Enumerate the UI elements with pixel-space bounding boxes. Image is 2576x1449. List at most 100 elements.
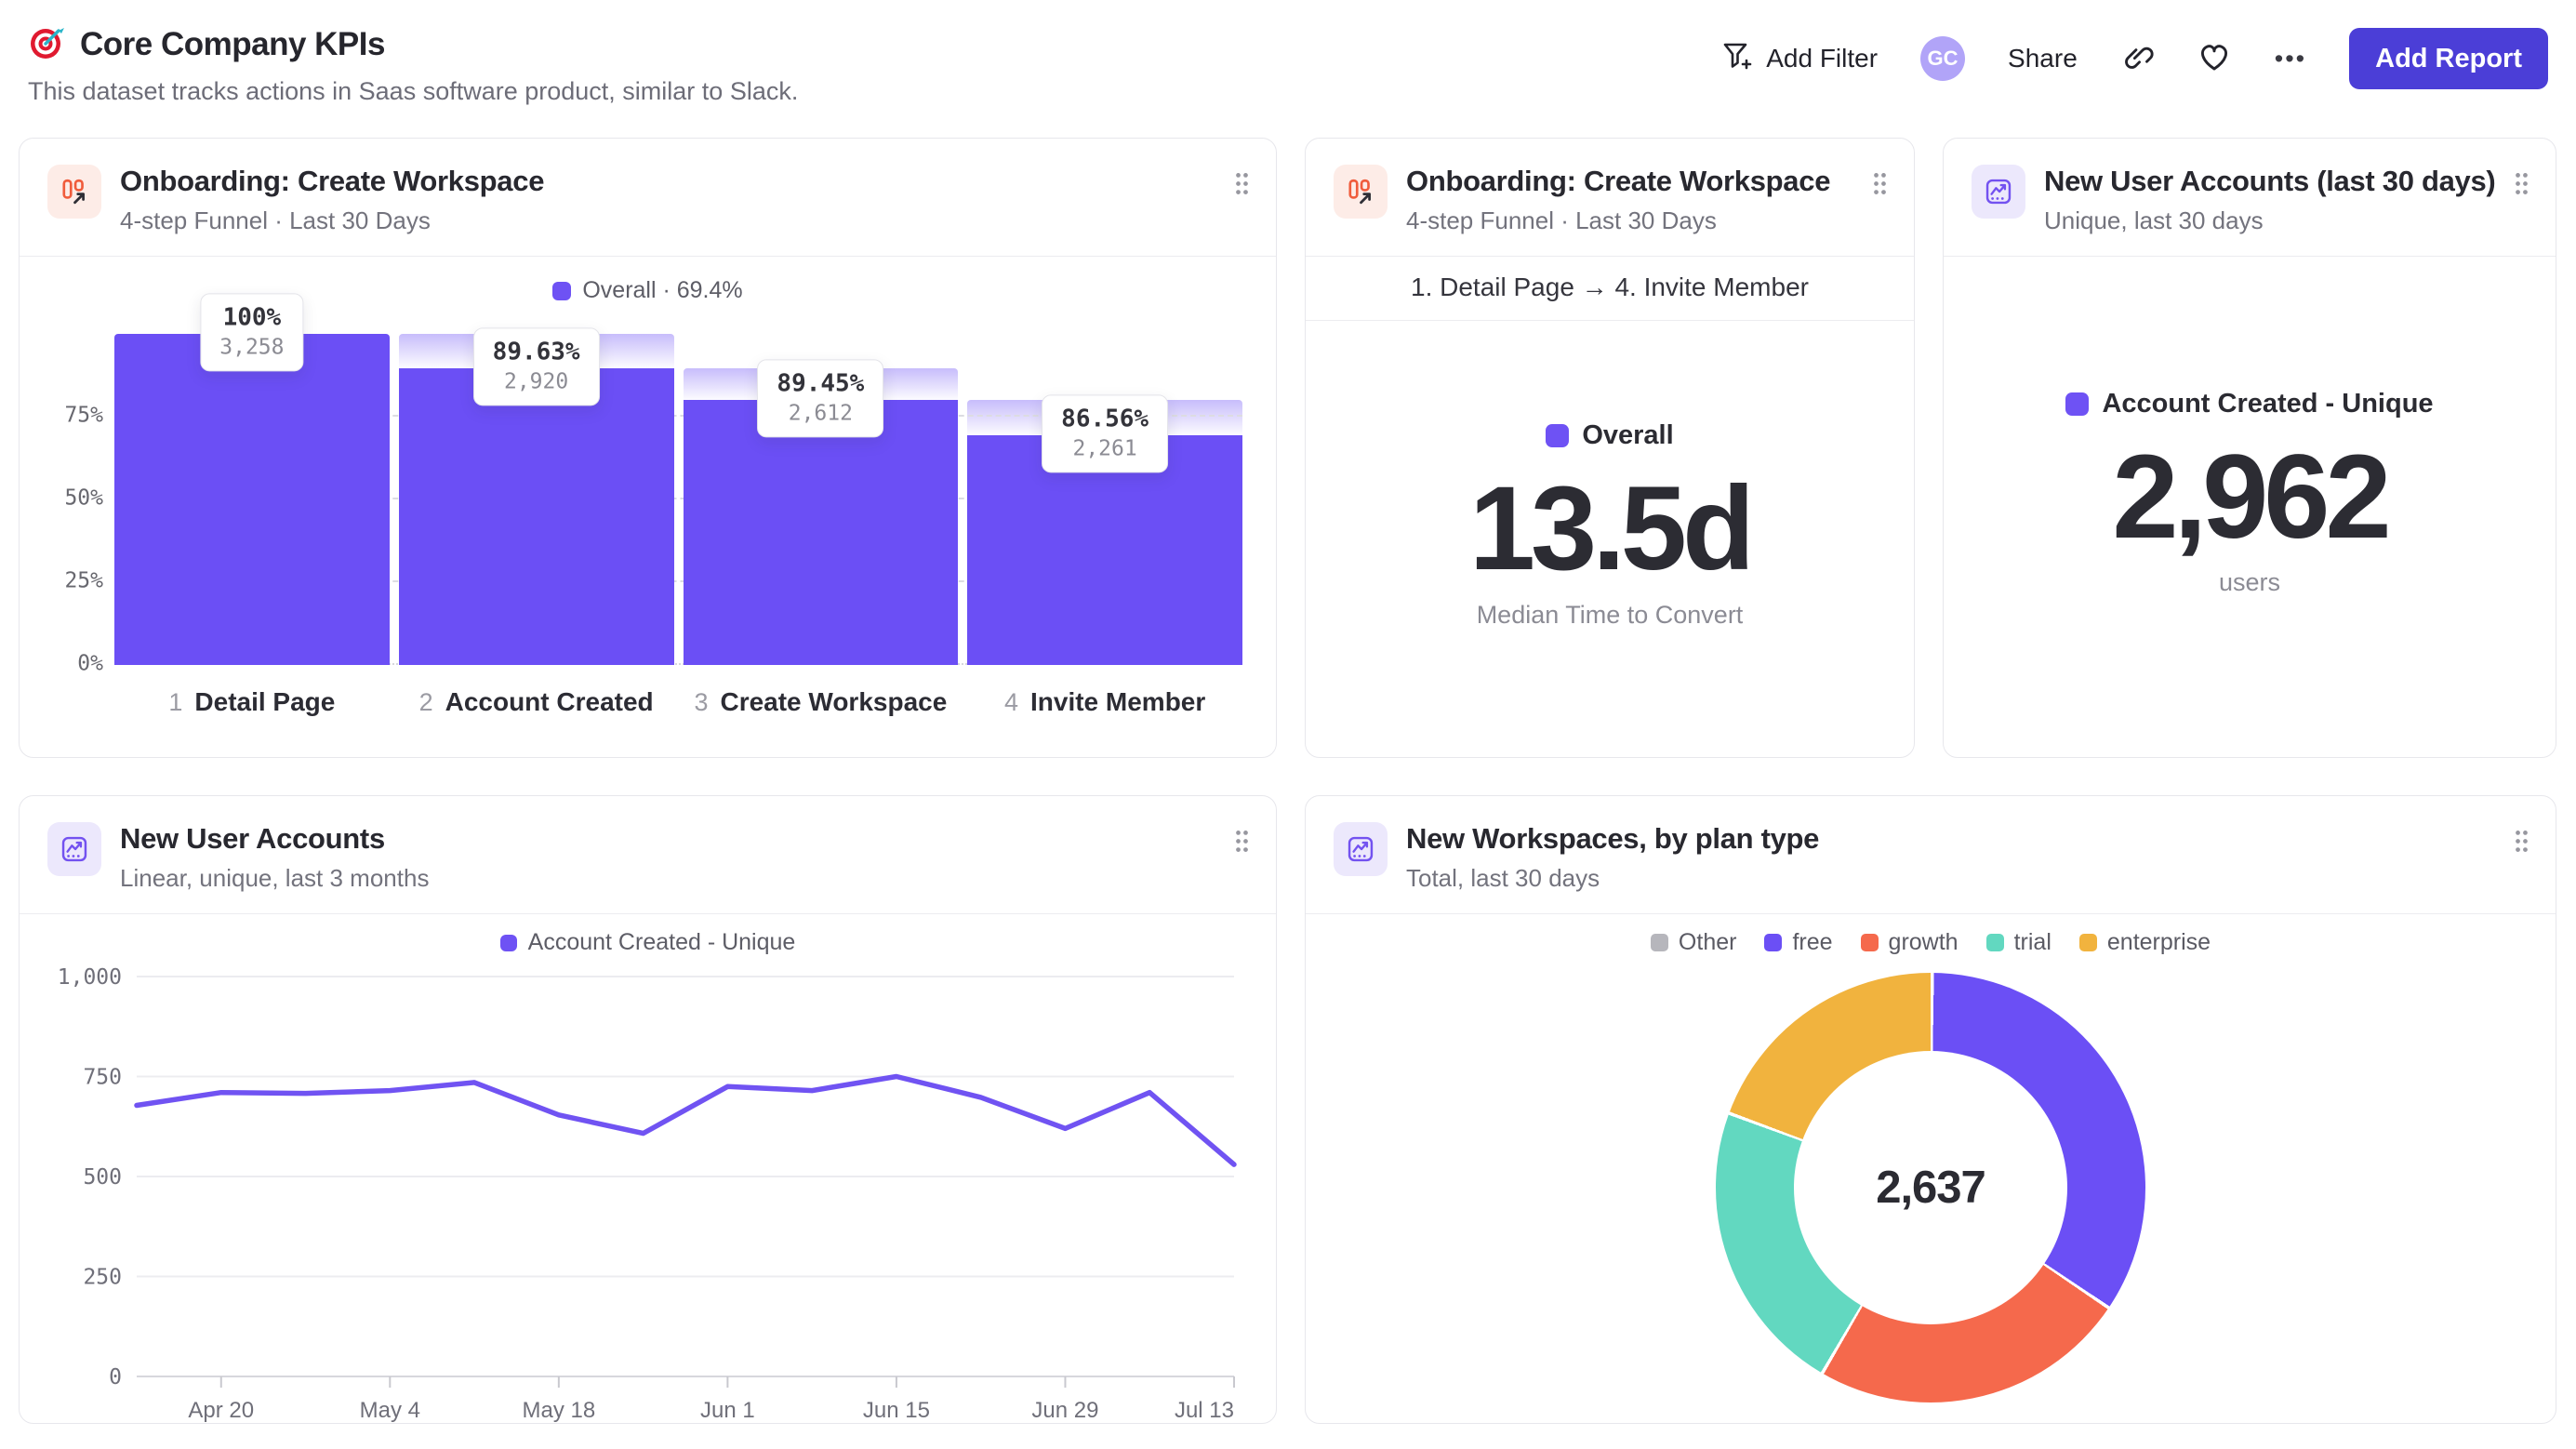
donut-legend-item-free[interactable]: free <box>1764 929 1833 956</box>
funnel-tooltip: 89.63% 2,920 <box>472 327 600 406</box>
heart-icon <box>2197 39 2232 79</box>
funnel-gridline: 50% <box>64 486 1242 511</box>
funnel-bar[interactable] <box>683 399 959 665</box>
line-chart[interactable]: 0 250 500 750 1,000 Apr 20 May 4 May 18 Jun 1 Jun… <box>47 960 1247 1425</box>
line-x-tick-label: Jun 29 <box>1031 1398 1098 1423</box>
donut-chart[interactable]: 2,637 <box>1716 973 2145 1402</box>
funnel-bar-step-4[interactable]: 86.56% 2,261 <box>967 334 1242 665</box>
funnel-tooltip: 89.45% 2,612 <box>757 358 884 437</box>
funnel-step-label: 1 Detail Page <box>114 687 390 717</box>
legend-swatch <box>1985 934 2004 951</box>
median-time-caption: Median Time to Convert <box>1476 600 1744 629</box>
header-actions: Add Filter GC Share ••• Add Report <box>1721 28 2548 89</box>
line-series <box>134 1073 1237 1167</box>
drag-handle-icon[interactable] <box>1234 172 1250 200</box>
dashboard-bottom-row: New User Accounts Linear, unique, last 3… <box>0 795 2576 1424</box>
card-subtitle: Linear, unique, last 3 months <box>120 864 430 892</box>
card-new-user-accounts-line: New User Accounts Linear, unique, last 3… <box>19 795 1277 1424</box>
line-chart-icon <box>47 822 101 876</box>
share-button[interactable]: Share <box>2008 44 2078 73</box>
card-title: New Workspaces, by plan type <box>1406 822 1820 855</box>
funnel-gridline: 0% <box>77 652 1242 676</box>
legend-swatch <box>552 281 572 300</box>
card-subtitle: 4-step Funnel · Last 30 Days <box>1406 206 1717 234</box>
donut-total-value: 2,637 <box>1876 1163 1986 1213</box>
page-title: Core Company KPIs <box>80 25 385 62</box>
step-number: 4 <box>1003 688 1018 716</box>
funnel-step-range: 1. Detail Page → 4. Invite Member <box>1306 257 1914 321</box>
legend-swatch <box>1546 424 1570 448</box>
funnel-step-label: 4 Invite Member <box>967 687 1242 717</box>
funnel-y-tick-label: 0% <box>77 651 103 676</box>
line-y-tick-label: 1,000 <box>58 965 122 990</box>
card-subtitle: Unique, last 30 days <box>2044 206 2264 234</box>
legend-swatch <box>2078 934 2097 951</box>
copy-link-button[interactable] <box>2120 39 2154 79</box>
legend-swatch <box>1764 934 1783 951</box>
card-new-workspaces-donut: New Workspaces, by plan type Total, last… <box>1305 795 2556 1424</box>
funnel-conversion-pct: 89.63% <box>492 338 580 366</box>
avatar[interactable]: GC <box>1920 36 1966 81</box>
funnel-bar-step-1[interactable]: 100% 3,258 <box>114 293 390 665</box>
legend-swatch <box>2065 392 2090 416</box>
funnel-y-tick-label: 25% <box>64 568 103 593</box>
unique-users-caption: users <box>2218 568 2281 597</box>
funnel-count: 2,261 <box>1072 436 1137 461</box>
donut-legend: Other free growth trial enterprise <box>1650 929 2211 956</box>
drag-handle-icon[interactable] <box>2514 172 2530 200</box>
line-chart-icon <box>1972 165 2025 219</box>
drag-handle-icon[interactable] <box>2514 830 2530 857</box>
donut-legend-item-growth[interactable]: growth <box>1860 929 1959 956</box>
funnel-bar-step-3[interactable]: 89.45% 2,612 <box>683 334 959 665</box>
dashboard-header: Core Company KPIs This dataset tracks ac… <box>0 0 2576 106</box>
donut-hole: 2,637 <box>1794 1051 2067 1324</box>
card-median-time-to-convert: Onboarding: Create Workspace 4-step Funn… <box>1305 138 1915 758</box>
overall-legend: Overall <box>1546 420 1674 451</box>
funnel-step-label: 3 Create Workspace <box>684 687 959 717</box>
funnel-chart-icon <box>1334 165 1388 219</box>
legend-label: Other <box>1678 929 1737 955</box>
line-x-tick-label: Jul 13 <box>1175 1398 1234 1423</box>
step-name: Create Workspace <box>720 687 948 716</box>
drag-handle-icon[interactable] <box>1234 830 1250 857</box>
funnel-x-labels: 1 Detail Page 2 Account Created 3 Create Work… <box>114 687 1242 717</box>
line-x-tick-label: Apr 20 <box>188 1398 254 1423</box>
line-x-tick-label: May 18 <box>522 1398 595 1423</box>
funnel-bar-step-2[interactable]: 89.63% 2,920 <box>398 327 674 665</box>
card-subtitle: Total, last 30 days <box>1406 864 1600 892</box>
favorite-button[interactable] <box>2197 39 2232 79</box>
metric-legend: Account Created - Unique <box>2065 389 2434 419</box>
card-new-user-accounts-30d: New User Accounts (last 30 days) Unique,… <box>1943 138 2556 758</box>
add-filter-button[interactable]: Add Filter <box>1721 40 1878 78</box>
legend-label: trial <box>2013 929 2052 955</box>
funnel-bar[interactable] <box>967 434 1242 665</box>
funnel-gridline: 75% <box>64 404 1242 428</box>
step-name: Detail Page <box>194 687 336 716</box>
funnel-bar[interactable] <box>398 367 674 665</box>
card-subtitle: 4-step Funnel · Last 30 Days <box>120 206 431 234</box>
filter-plus-icon <box>1721 40 1755 78</box>
median-time-value: 13.5d <box>1468 462 1755 596</box>
funnel-conversion-pct: 89.45% <box>777 368 865 397</box>
add-report-button[interactable]: Add Report <box>2349 28 2548 89</box>
funnel-bar[interactable] <box>114 334 390 665</box>
card-onboarding-funnel: Onboarding: Create Workspace 4-step Funn… <box>19 138 1277 758</box>
funnel-tooltip: 86.56% 2,261 <box>1042 394 1169 473</box>
donut-legend-item-trial[interactable]: trial <box>1985 929 2052 956</box>
unique-users-value: 2,962 <box>2112 430 2391 564</box>
header-left: Core Company KPIs This dataset tracks ac… <box>28 22 798 106</box>
link-icon <box>2120 39 2154 79</box>
funnel-count: 2,920 <box>503 369 569 394</box>
drag-handle-icon[interactable] <box>1872 172 1888 200</box>
donut-legend-item-enterprise[interactable]: enterprise <box>2078 929 2211 956</box>
funnel-count: 3,258 <box>219 335 285 360</box>
target-icon <box>28 22 67 66</box>
more-menu-button[interactable]: ••• <box>2274 44 2307 73</box>
funnel-conversion-pct: 86.56% <box>1061 405 1149 433</box>
donut-legend-item-other[interactable]: Other <box>1650 929 1737 956</box>
card-title: Onboarding: Create Workspace <box>1406 165 1831 197</box>
line-y-tick-label: 750 <box>83 1066 122 1090</box>
card-title: New User Accounts (last 30 days) <box>2044 165 2496 197</box>
dashboard-top-row: Onboarding: Create Workspace 4-step Funn… <box>0 138 2576 758</box>
step-name: Invite Member <box>1030 687 1206 716</box>
